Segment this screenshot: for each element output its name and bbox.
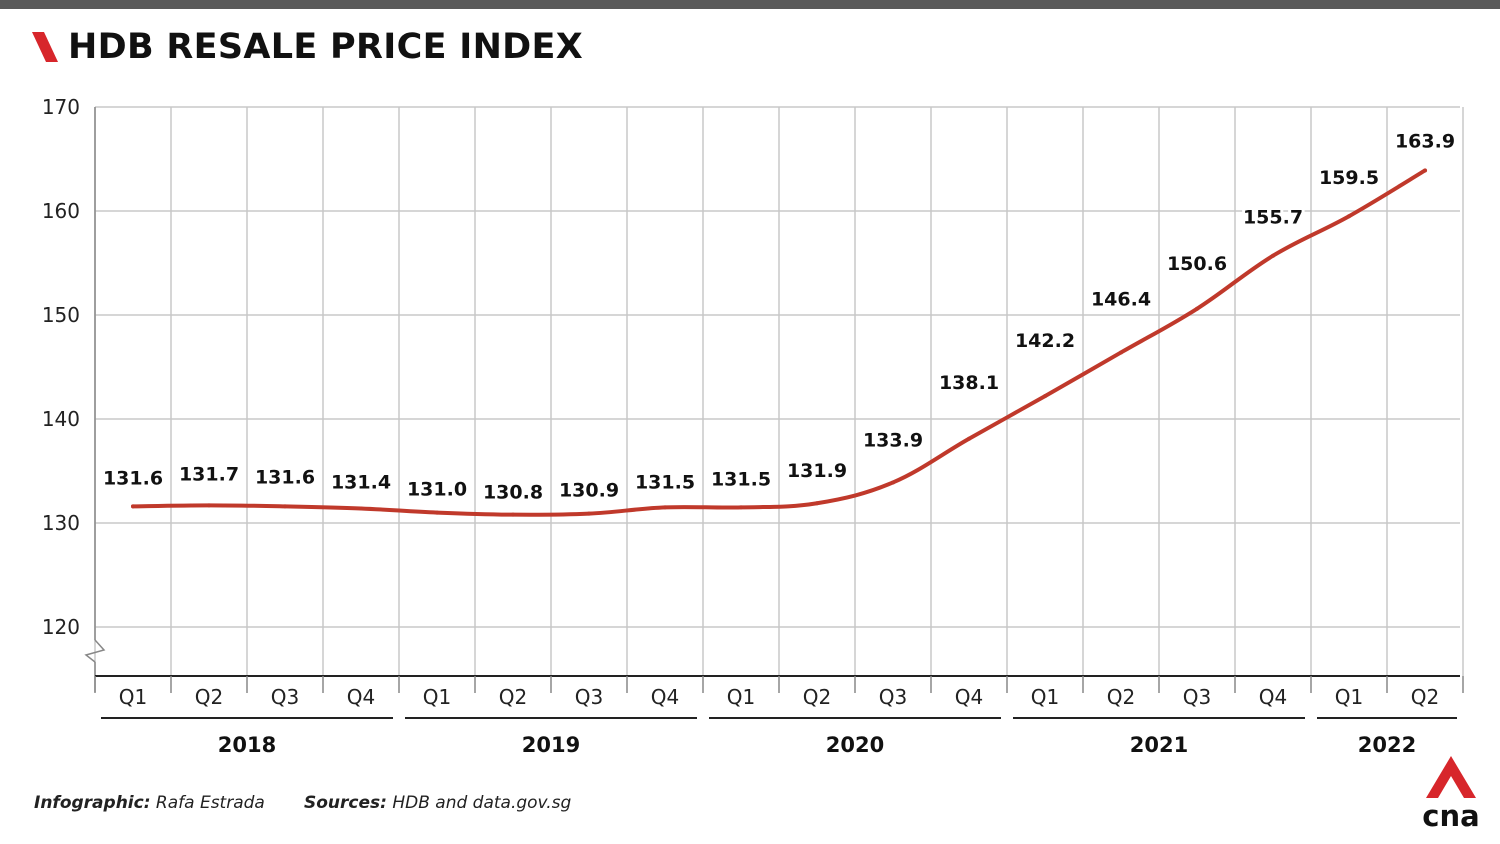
x-tick-label: Q4 <box>347 685 375 709</box>
y-tick-label: 140 <box>42 407 80 431</box>
data-label: 131.4 <box>331 471 391 493</box>
data-point <box>207 503 211 508</box>
data-label: 131.0 <box>407 479 467 501</box>
year-label: 2019 <box>522 733 580 757</box>
year-label: 2021 <box>1130 733 1188 757</box>
cna-logo: cna <box>1422 756 1480 830</box>
x-tick-label: Q4 <box>955 685 983 709</box>
data-point <box>663 505 667 510</box>
y-tick-label: 130 <box>42 511 80 535</box>
x-tick-label: Q2 <box>1107 685 1135 709</box>
credit-value: Rafa Estrada <box>155 793 265 813</box>
x-tick-label: Q1 <box>1031 685 1059 709</box>
credit-label: Infographic: <box>34 793 151 813</box>
data-point <box>359 506 363 511</box>
x-tick-label: Q4 <box>1259 685 1287 709</box>
data-label: 159.5 <box>1319 167 1379 189</box>
x-tick-label: Q4 <box>651 685 679 709</box>
x-tick-label: Q3 <box>1183 685 1211 709</box>
x-tick-label: Q1 <box>1335 685 1363 709</box>
data-point <box>511 512 515 517</box>
data-label: 133.9 <box>863 429 923 451</box>
data-point <box>967 436 971 441</box>
data-label: 131.7 <box>179 463 239 485</box>
x-tick-label: Q3 <box>575 685 603 709</box>
data-point <box>587 511 591 516</box>
x-tick-label: Q2 <box>1411 685 1439 709</box>
x-tick-label: Q3 <box>271 685 299 709</box>
sources-value: HDB and data.gov.sg <box>392 793 572 813</box>
x-tick-label: Q3 <box>879 685 907 709</box>
top-bar <box>0 0 1500 9</box>
data-point <box>891 480 895 485</box>
axis-break-mark <box>84 639 106 663</box>
x-tick-label: Q2 <box>803 685 831 709</box>
chart-title: HDB RESALE PRICE INDEX <box>68 27 584 67</box>
data-point <box>1423 168 1427 173</box>
data-label: 138.1 <box>939 372 999 394</box>
data-label: 131.6 <box>103 467 163 489</box>
x-tick-label: Q2 <box>499 685 527 709</box>
y-tick-label: 170 <box>42 95 80 119</box>
data-label: 130.8 <box>483 482 543 504</box>
data-label: 131.6 <box>255 466 315 488</box>
data-label: 155.7 <box>1243 207 1303 229</box>
data-point <box>739 505 743 510</box>
x-tick-label: Q1 <box>423 685 451 709</box>
data-label: 150.6 <box>1167 253 1227 275</box>
x-tick-label: Q1 <box>119 685 147 709</box>
sources-credit: Sources: HDB and data.gov.sg <box>304 793 571 813</box>
data-label: 131.5 <box>635 471 695 493</box>
data-point <box>1043 394 1047 399</box>
data-label: 130.9 <box>559 480 619 502</box>
y-tick-label: 120 <box>42 615 80 639</box>
data-point <box>1271 253 1275 258</box>
sources-label: Sources: <box>304 793 387 813</box>
data-point <box>1195 306 1199 311</box>
data-label: 163.9 <box>1395 130 1455 152</box>
data-label: 146.4 <box>1091 288 1151 310</box>
year-label: 2020 <box>826 733 884 757</box>
data-point <box>1347 214 1351 219</box>
x-tick-label: Q2 <box>195 685 223 709</box>
year-label: 2018 <box>218 733 276 757</box>
data-point <box>815 501 819 506</box>
y-tick-label: 160 <box>42 199 80 223</box>
svg-text:cna: cna <box>1422 799 1479 830</box>
red-slash-icon <box>32 32 58 62</box>
x-tick-label: Q1 <box>727 685 755 709</box>
data-point <box>435 510 439 515</box>
data-point <box>131 504 135 509</box>
data-label: 142.2 <box>1015 330 1075 352</box>
data-label: 131.9 <box>787 460 847 482</box>
data-label: 131.5 <box>711 468 771 490</box>
y-tick-label: 150 <box>42 303 80 327</box>
year-label: 2022 <box>1358 733 1416 757</box>
data-point <box>283 504 287 509</box>
data-point <box>1119 350 1123 355</box>
infographic-credit: Infographic: Rafa Estrada <box>34 793 265 813</box>
